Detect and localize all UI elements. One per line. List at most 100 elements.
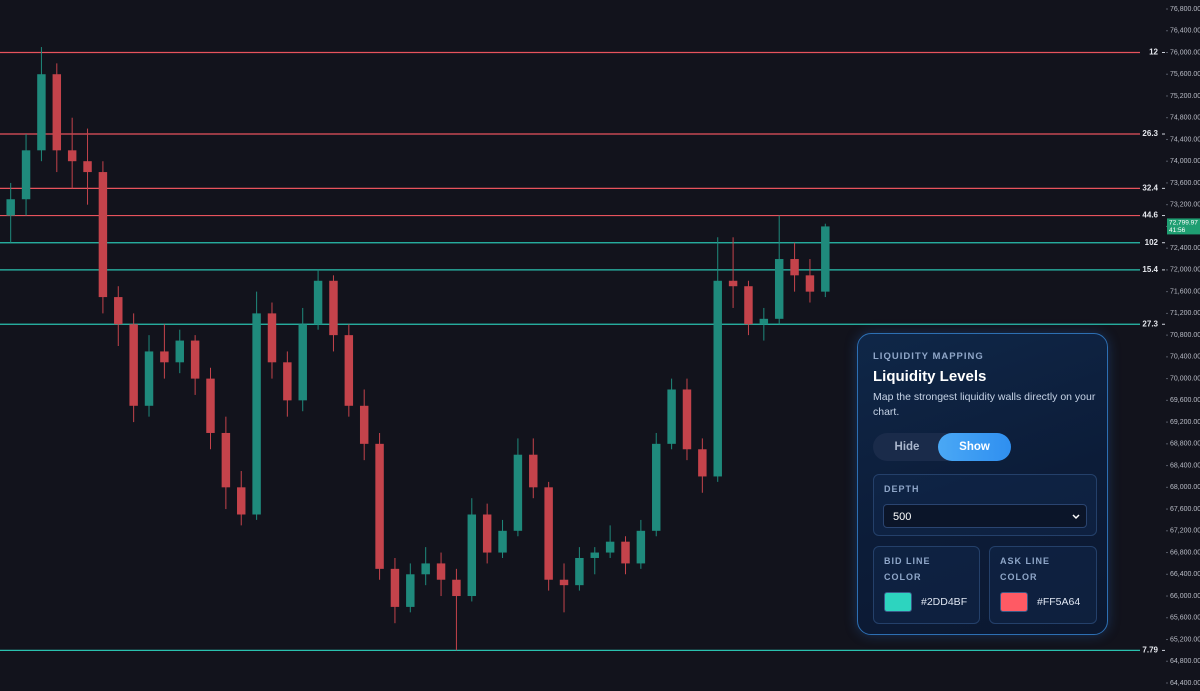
y-tick-label: 76,400.00 <box>1170 28 1200 35</box>
y-tick-label: 66,800.00 <box>1170 549 1200 556</box>
toggle-option[interactable]: Show <box>938 433 1011 461</box>
candle-body <box>744 286 753 325</box>
level-size-label: 44.6 <box>1142 211 1158 220</box>
y-tick-label: 71,600.00 <box>1170 288 1200 295</box>
level-size-label: 7.79 <box>1142 645 1158 654</box>
candle-body <box>544 487 553 580</box>
candle-body <box>329 280 338 336</box>
candle-body <box>190 340 200 379</box>
candle-body <box>728 280 738 287</box>
candle-body <box>267 313 277 363</box>
y-tick-label: 70,800.00 <box>1170 332 1200 339</box>
level-size-label: 102 <box>1145 238 1159 247</box>
y-tick-label: 72,400.00 <box>1170 245 1200 252</box>
candle-body <box>67 150 77 162</box>
candle-body <box>529 454 538 488</box>
y-tick-label: 70,000.00 <box>1170 375 1200 382</box>
candle-body <box>575 557 584 586</box>
y-tick-label: 74,400.00 <box>1170 136 1200 143</box>
y-tick-label: 68,400.00 <box>1170 462 1200 469</box>
y-tick-label: 69,600.00 <box>1170 397 1200 404</box>
candle-body <box>482 514 492 553</box>
bid-color-swatch[interactable] <box>884 592 912 612</box>
y-tick-label: 75,200.00 <box>1170 93 1200 100</box>
candle-body <box>821 226 830 292</box>
candle-body <box>805 275 815 292</box>
candle-body <box>636 530 646 564</box>
depth-box: DEPTH 500 <box>873 474 1097 536</box>
bid-color-box: BID LINE COLOR #2DD4BF <box>873 546 980 624</box>
candle-body <box>513 454 523 531</box>
y-tick-label: 71,200.00 <box>1170 310 1200 317</box>
candle-body <box>436 563 446 580</box>
y-tick-label: 66,400.00 <box>1170 571 1200 578</box>
candle-body <box>652 443 661 531</box>
depth-value: 500 <box>893 511 912 523</box>
candle-body <box>590 552 599 558</box>
candle-body <box>313 280 323 325</box>
y-tick-label: 68,800.00 <box>1170 441 1200 448</box>
candle-body <box>759 318 769 325</box>
candle-body <box>114 297 123 325</box>
ask-color-box: ASK LINE COLOR #FF5A64 <box>989 546 1097 624</box>
candle-body <box>37 74 46 151</box>
y-tick-label: 74,800.00 <box>1170 115 1200 122</box>
depth-select[interactable]: 500 <box>883 504 1087 528</box>
y-tick-label: 68,000.00 <box>1170 484 1200 491</box>
y-tick-label: 72,000.00 <box>1170 267 1200 274</box>
candle-body <box>344 335 354 406</box>
ask-color-swatch[interactable] <box>1000 592 1028 612</box>
chevron <box>1072 514 1080 520</box>
y-tick-label: 64,400.00 <box>1170 680 1200 687</box>
candle-body <box>452 579 461 597</box>
candle-body <box>6 199 15 216</box>
y-tick-label: 69,200.00 <box>1170 419 1200 426</box>
y-tick-label: 73,600.00 <box>1170 180 1200 187</box>
ask-color-value: #FF5A64 <box>1037 596 1081 608</box>
level-size-label: 12 <box>1149 48 1158 57</box>
candle-body <box>605 541 615 553</box>
last-price-box <box>1167 218 1200 235</box>
y-tick-label: 64,800.00 <box>1170 658 1200 665</box>
candle-body <box>467 514 477 597</box>
y-tick-label: 65,600.00 <box>1170 615 1200 622</box>
candle-body <box>421 563 430 575</box>
toggle-option[interactable]: Hide <box>894 441 920 453</box>
candle-body <box>621 541 630 564</box>
visibility-toggle: Hide Show <box>873 433 1011 461</box>
y-tick-label: 74,000.00 <box>1170 158 1200 165</box>
y-tick-label: 66,000.00 <box>1170 593 1200 600</box>
candle-body <box>667 389 676 444</box>
level-size-label: 15.4 <box>1142 265 1158 274</box>
y-tick-label: 67,200.00 <box>1170 528 1200 535</box>
y-tick-label: 76,000.00 <box>1170 49 1200 56</box>
y-tick-label: 76,800.00 <box>1170 6 1200 13</box>
bid-color-label: BID LINE COLOR <box>884 556 931 582</box>
candle-body <box>713 280 722 477</box>
last-price-label: 72,799.97 <box>1169 220 1198 227</box>
candle-body <box>252 313 261 515</box>
y-tick-label: 67,600.00 <box>1170 506 1200 513</box>
panel-title: Liquidity Levels <box>873 368 987 385</box>
liquidity-panel: LIQUIDITY MAPPING Liquidity Levels Map t… <box>857 333 1108 635</box>
candle-body <box>559 579 569 586</box>
candle-body <box>774 259 784 319</box>
candle-body <box>698 449 707 477</box>
candle-body <box>790 259 799 276</box>
candle-body <box>175 340 184 363</box>
candle-body <box>359 405 369 444</box>
y-tick-label: 75,600.00 <box>1170 71 1200 78</box>
panel-eyebrow: LIQUIDITY MAPPING <box>873 351 984 362</box>
candle-body <box>283 362 292 401</box>
candle-body <box>406 574 415 607</box>
level-size-label: 32.4 <box>1142 183 1158 192</box>
candle-body <box>375 443 384 569</box>
candle-body <box>390 568 400 607</box>
panel-description: Map the strongest liquidity walls direct… <box>873 391 1096 418</box>
candle-body <box>221 432 231 488</box>
candle-body <box>206 378 215 433</box>
candle-body <box>160 351 169 363</box>
level-size-label: 27.3 <box>1142 319 1158 328</box>
